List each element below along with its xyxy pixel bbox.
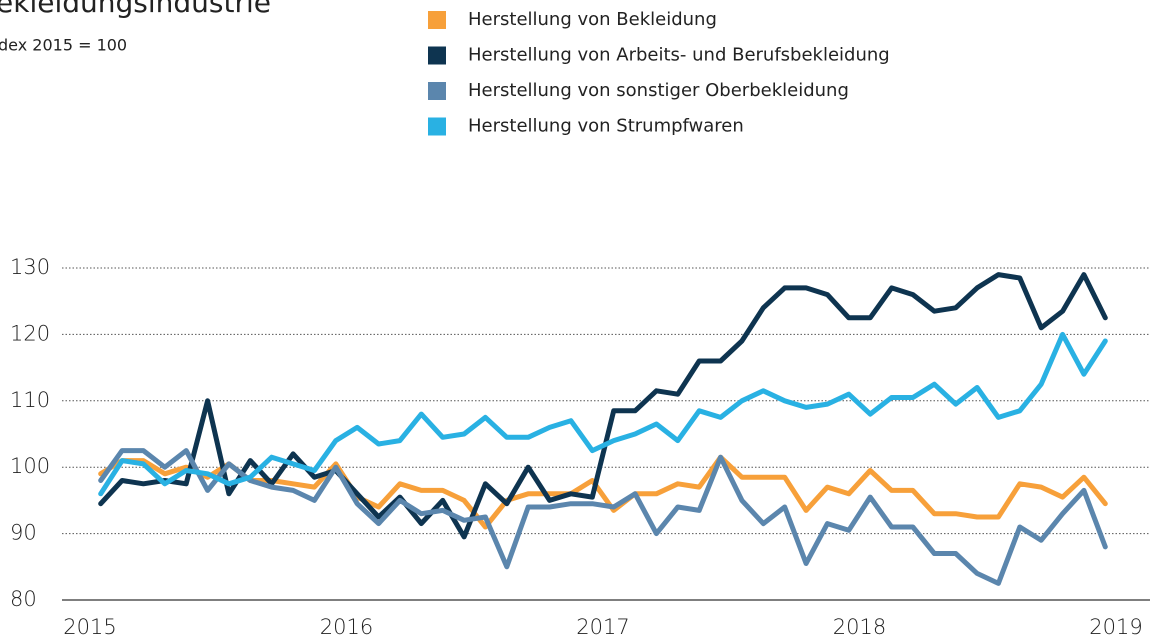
x-tick-label: 2017 [576,615,629,639]
y-tick-label: 130 [10,255,50,279]
legend-label: Herstellung von Bekleidung [468,9,717,30]
y-tick-label: 110 [10,388,50,412]
x-tick-label: 2015 [63,615,116,639]
x-tick-label: 2018 [833,615,886,639]
legend-swatch [428,46,446,65]
y-tick-label: 100 [10,454,50,478]
legend-swatch [428,11,446,29]
legend-label: Herstellung von sonstiger Oberbekleidung [468,80,849,101]
x-tick-label: 2016 [320,615,373,639]
legend-label: Herstellung von Strumpfwaren [468,116,744,137]
x-tick-label: 2019 [1089,615,1142,639]
legend-swatch [428,82,446,100]
chart-subtitle: dex 2015 = 100 [0,36,127,55]
y-tick-label: 90 [10,521,37,545]
y-tick-label: 80 [10,587,37,611]
legend-label: Herstellung von Arbeits- und Berufsbekle… [468,45,890,66]
series-line [98,331,1108,497]
series-line [98,272,1108,540]
chart-title: ekleidungsindustrie [0,0,271,19]
legend-swatch [428,117,446,136]
y-tick-label: 120 [10,321,50,345]
series-line [98,448,1108,586]
